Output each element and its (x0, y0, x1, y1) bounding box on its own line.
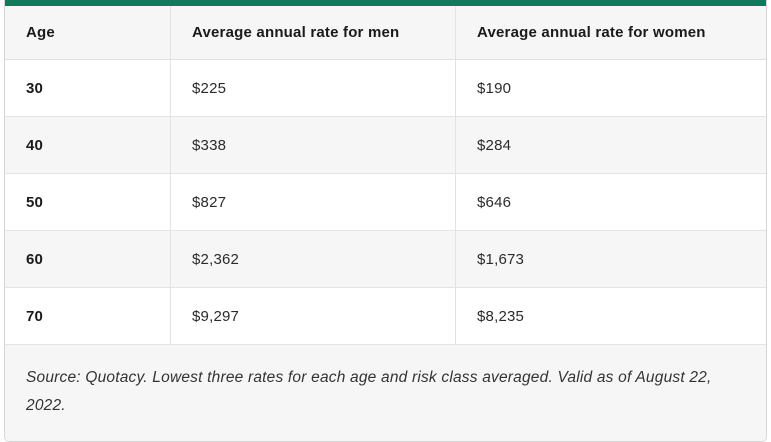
age-value: 70 (26, 307, 44, 325)
table-header-row: Age Average annual rate for men Average … (5, 6, 766, 60)
table-row: 50 $827 $646 (5, 174, 766, 231)
table-body: 30 $225 $190 40 $338 $284 50 $827 $646 6… (5, 60, 766, 345)
men-rate-value: $9,297 (170, 288, 455, 344)
accent-top-bar (5, 0, 766, 6)
men-rate-value: $225 (170, 60, 455, 116)
age-value: 30 (26, 79, 44, 97)
column-header-men: Average annual rate for men (170, 6, 455, 59)
table-row: 30 $225 $190 (5, 60, 766, 117)
women-rate-value: $284 (455, 117, 766, 173)
table-row: 70 $9,297 $8,235 (5, 288, 766, 345)
men-rate-value: $2,362 (170, 231, 455, 287)
column-header-women: Average annual rate for women (455, 6, 766, 59)
age-value: 60 (26, 250, 44, 268)
table-row: 60 $2,362 $1,673 (5, 231, 766, 288)
age-value: 40 (26, 136, 44, 154)
source-note: Source: Quotacy. Lowest three rates for … (5, 345, 766, 441)
women-rate-value: $646 (455, 174, 766, 230)
men-rate-value: $827 (170, 174, 455, 230)
rates-table: Age Average annual rate for men Average … (4, 0, 767, 442)
women-rate-value: $190 (455, 60, 766, 116)
column-header-age: Age (26, 24, 55, 41)
men-rate-value: $338 (170, 117, 455, 173)
age-value: 50 (26, 193, 44, 211)
women-rate-value: $1,673 (455, 231, 766, 287)
table-row: 40 $338 $284 (5, 117, 766, 174)
women-rate-value: $8,235 (455, 288, 766, 344)
